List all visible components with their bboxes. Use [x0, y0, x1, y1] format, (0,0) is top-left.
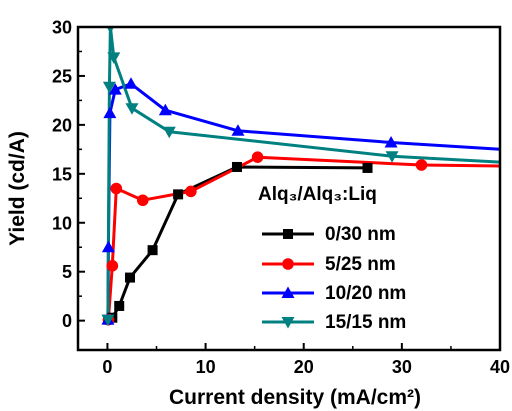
- series-1-point-2: [110, 182, 123, 195]
- series-2-point-5: [158, 103, 172, 116]
- series-1-point-1: [106, 260, 119, 272]
- series-1-point-3: [136, 194, 149, 207]
- x-tick-label-4: 40: [490, 357, 510, 377]
- legend-label-1: 5/25 nm: [325, 254, 396, 275]
- x-tick-label-1: 10: [196, 357, 216, 377]
- plot-area: [101, 27, 500, 327]
- series-1-point-5: [251, 151, 264, 163]
- legend-label-3: 15/15 nm: [325, 312, 406, 333]
- series-0-point-7: [362, 162, 373, 173]
- series-3-point-4: [125, 103, 139, 115]
- series-3-point-5: [162, 126, 176, 139]
- series-line-3: [106, 27, 500, 320]
- series-3-point-2: [106, 27, 115, 34]
- legend-title: Alq₃/Alq₃:Liq: [258, 184, 377, 205]
- series-0-point-5: [173, 189, 184, 200]
- x-tick-label-2: 20: [294, 357, 314, 377]
- x-tick-label-0: 0: [102, 357, 112, 377]
- legend-marker-0: [283, 229, 293, 239]
- legend-label-0: 0/30 nm: [325, 224, 396, 245]
- series-0-point-4: [147, 245, 158, 256]
- y-axis-title: Yield (cd/A): [6, 131, 29, 246]
- series-2-point-2: [103, 106, 117, 119]
- y-tick-label-3: 15: [52, 164, 72, 184]
- x-tick-label-3: 30: [392, 357, 412, 377]
- series-2-point-3: [108, 83, 122, 95]
- series-line-1: [106, 155, 500, 320]
- series-1-point-4: [185, 185, 197, 198]
- y-tick-label-2: 10: [52, 213, 72, 233]
- series-3-point-3: [107, 52, 121, 64]
- y-tick-label-4: 20: [52, 115, 72, 135]
- x-axis-title: Current density (mA/cm²): [169, 386, 421, 409]
- series-3-point-1: [102, 81, 116, 94]
- series-1-point-6: [415, 159, 428, 171]
- series-3-point-6: [385, 151, 399, 163]
- series-0-point-3: [125, 272, 136, 283]
- legend-marker-2: [281, 286, 295, 298]
- y-tick-label-1: 5: [62, 262, 72, 282]
- y-tick-label-5: 25: [52, 66, 72, 86]
- plot-frame: [76, 25, 502, 352]
- y-tick-label-6: 30: [52, 18, 72, 38]
- legend-marker-1: [282, 258, 294, 270]
- series-0-point-2: [114, 300, 125, 311]
- series-3-point-0: [101, 314, 115, 327]
- series-2-point-7: [384, 135, 398, 148]
- series-2-point-1: [101, 240, 115, 253]
- y-tick-label-0: 0: [62, 311, 72, 331]
- series-2-point-6: [231, 124, 245, 136]
- series-2-point-4: [124, 77, 138, 89]
- series-0-point-6: [231, 161, 242, 172]
- legend-marker-3: [281, 317, 295, 329]
- legend-label-2: 10/20 nm: [325, 283, 406, 304]
